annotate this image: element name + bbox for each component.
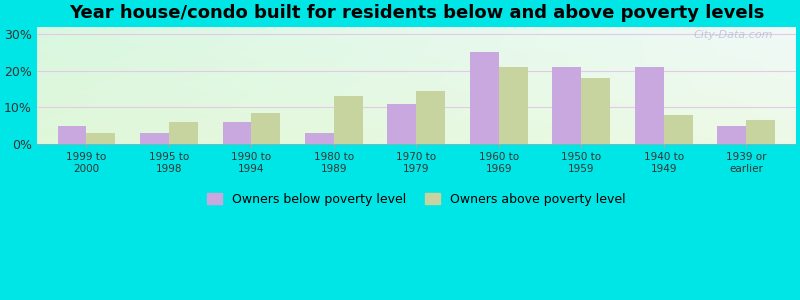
Bar: [746, 120, 775, 144]
Bar: [140, 133, 169, 144]
Bar: [305, 133, 334, 144]
Bar: [169, 122, 198, 144]
Legend: Owners below poverty level, Owners above poverty level: Owners below poverty level, Owners above…: [207, 193, 626, 206]
Title: Year house/condo built for residents below and above poverty levels: Year house/condo built for residents bel…: [69, 4, 764, 22]
Bar: [635, 67, 664, 144]
Bar: [86, 133, 115, 144]
Bar: [664, 115, 693, 144]
Bar: [718, 126, 746, 144]
Bar: [582, 78, 610, 144]
Bar: [58, 126, 86, 144]
Text: City-Data.com: City-Data.com: [694, 30, 773, 40]
Bar: [470, 52, 499, 144]
Bar: [553, 67, 582, 144]
Bar: [251, 113, 280, 144]
Bar: [222, 122, 251, 144]
Bar: [499, 67, 528, 144]
Bar: [416, 91, 446, 144]
Bar: [334, 96, 362, 144]
Bar: [387, 104, 416, 144]
